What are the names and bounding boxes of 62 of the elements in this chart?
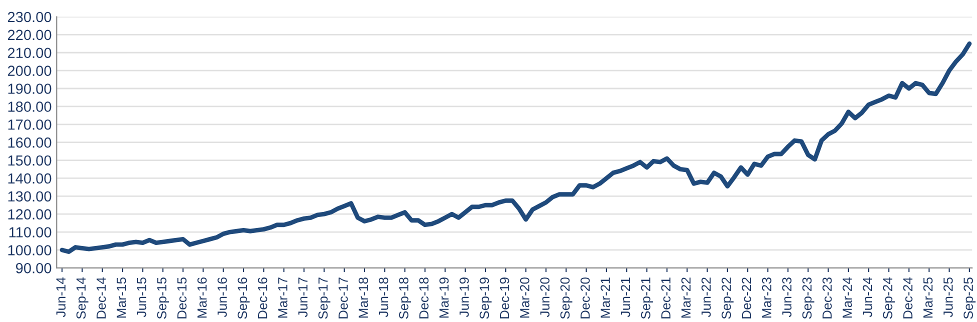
y-tick-label: 230.00	[8, 12, 52, 22]
x-tick-label: Sep-16	[238, 278, 250, 319]
y-tick-label: 170.00	[8, 119, 52, 130]
x-tick-label: Jun-17	[298, 278, 308, 318]
x-tick-label: Sep-21	[641, 278, 653, 319]
x-tick-label: Mar-23	[762, 278, 772, 318]
x-tick-label: Sep-22	[722, 278, 734, 319]
y-tick-label: 220.00	[8, 30, 52, 40]
x-tick-label: Dec-21	[661, 278, 671, 318]
x-tick-label: Jun-25	[943, 277, 953, 318]
x-tick-label: Jun-15	[137, 277, 146, 318]
x-tick-label: Jun-22	[701, 278, 711, 318]
x-tick-label: Dec-23	[822, 278, 832, 318]
y-tick-label: 160.00	[8, 137, 52, 148]
x-tick-label: Sep-15	[157, 277, 170, 319]
x-tick-label: Sep-17	[318, 278, 330, 319]
x-tick-label: Jun-16	[218, 278, 227, 318]
x-tick-label: Dec-18	[419, 278, 429, 318]
x-tick-label: Dec-24	[903, 277, 912, 318]
x-tick-label: Dec-16	[258, 278, 268, 318]
x-tick-label: Jun-21	[620, 278, 630, 318]
x-tick-label: Jun-18	[378, 278, 388, 318]
x-tick-label: Dec-20	[580, 277, 590, 318]
x-tick-label: Mar-25	[923, 277, 933, 318]
x-tick-label: Mar-15	[116, 277, 126, 318]
x-tick-label: Mar-21	[600, 278, 610, 318]
x-tick-label: Dec-15	[177, 277, 187, 318]
y-tick-label: 200.00	[8, 66, 52, 76]
x-tick-label: Mar-20	[520, 277, 530, 318]
x-tick-label: Jun-20	[540, 277, 550, 318]
x-tick-label: Dec-22	[742, 278, 752, 318]
x-tick-label: Sep-20	[560, 277, 572, 319]
x-tick-label: Mar-24	[842, 277, 852, 318]
x-tick-label: Mar-17	[278, 278, 288, 318]
x-tick-label: Sep-23	[802, 278, 814, 319]
line-series	[60, 41, 972, 254]
x-tick-label: Jun-24	[862, 277, 872, 318]
x-tick-label: Dec-17	[338, 278, 348, 318]
x-tick-label: Mar-19	[439, 278, 449, 318]
x-tick-label: Dec-19	[500, 278, 510, 318]
x-tick-label: Sep-24	[882, 277, 895, 319]
x-tick-label: Sep-19	[480, 278, 492, 319]
y-tick-label: 130.00	[8, 191, 52, 202]
x-tick-label: Sep-14	[76, 277, 88, 319]
x-tick-label: Mar-18	[358, 278, 368, 318]
x-tick-label: Mar-16	[197, 278, 207, 318]
y-tick-label: 120.00	[8, 209, 52, 220]
y-tick-label: 110.00	[9, 227, 52, 238]
y-tick-label: 140.00	[8, 173, 52, 184]
y-tick-label: 190.00	[8, 84, 52, 94]
x-tick-label: Jun-19	[460, 278, 469, 318]
x-tick-label: Sep-25	[964, 277, 976, 319]
y-tick-label: 180.00	[8, 102, 52, 112]
x-tick-label: Dec-14	[96, 277, 106, 318]
y-tick-label: 150.00	[8, 155, 52, 166]
y-tick-label: 100.00	[8, 245, 52, 256]
x-tick-label: Jun-14	[56, 277, 66, 318]
x-tick-label: Mar-22	[681, 278, 691, 318]
x-tick-label: Jun-23	[782, 278, 792, 318]
x-tick-label: Sep-18	[399, 278, 411, 319]
y-tick-label: 210.00	[8, 48, 52, 58]
y-tick-label: 90.00	[16, 263, 52, 274]
